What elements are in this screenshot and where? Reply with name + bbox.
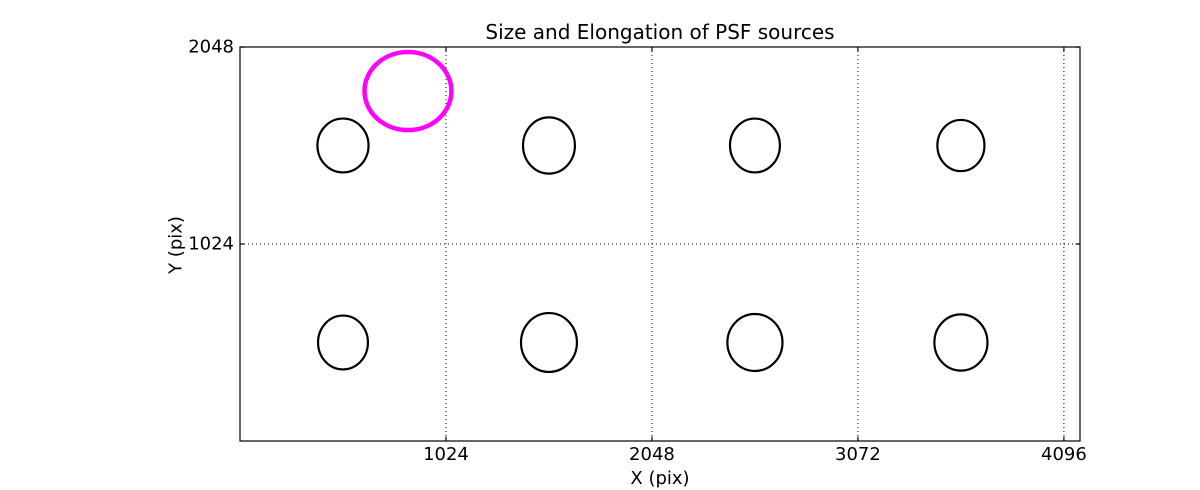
chart-title: Size and Elongation of PSF sources <box>485 20 835 44</box>
psf-ellipse <box>728 117 781 174</box>
x-tick-label: 1024 <box>423 444 469 465</box>
x-tick-label: 2048 <box>629 444 675 465</box>
psf-ellipse <box>933 313 989 372</box>
psf-ellipse <box>316 314 370 371</box>
y-tick-label: 2048 <box>188 36 234 58</box>
psf-ellipse <box>521 116 577 175</box>
x-tick-label: 4096 <box>1041 444 1087 465</box>
x-axis-label: X (pix) <box>630 468 690 489</box>
reference-ellipse <box>362 49 454 133</box>
y-tick-label: 1024 <box>188 233 234 255</box>
psf-ellipse <box>519 311 579 374</box>
psf-ellipse <box>726 312 784 373</box>
psf-ellipse <box>936 118 986 173</box>
x-tick-label: 3072 <box>835 444 881 465</box>
psf-ellipse <box>316 117 370 174</box>
